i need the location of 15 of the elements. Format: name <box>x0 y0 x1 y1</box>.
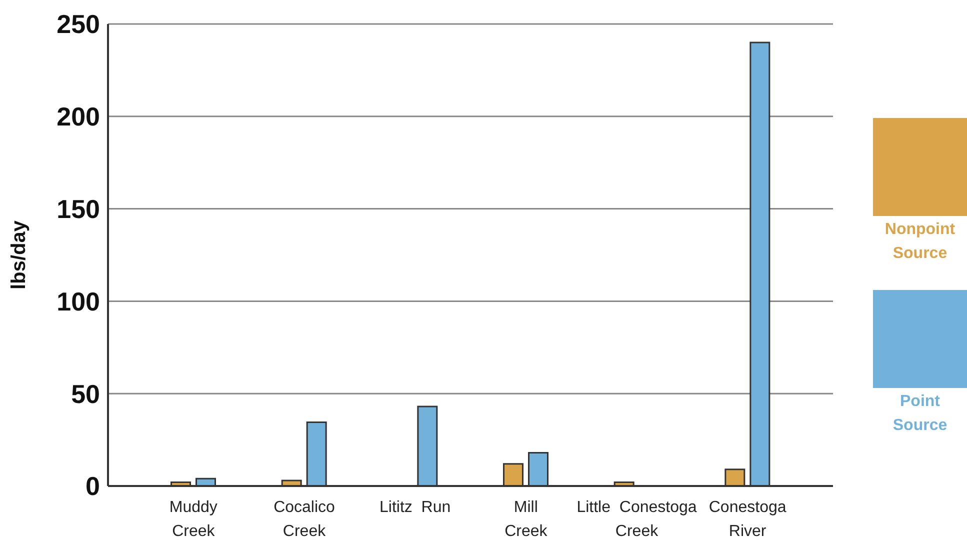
x-tick-label: Cocalico Creek <box>274 499 336 540</box>
x-tick-label: Lititz Run <box>380 499 451 516</box>
x-tick-label: Little Conestoga Creek <box>576 499 697 540</box>
y-tick-label: 100 <box>56 286 100 316</box>
y-axis-title: lbs/day <box>8 220 30 290</box>
text: Nonpoint Source <box>884 220 956 264</box>
y-tick-label: 250 <box>56 9 100 40</box>
x-tick-label: Mill Creek <box>504 499 548 540</box>
text: Point Source <box>892 392 948 436</box>
y-tick-label: 150 <box>56 194 100 224</box>
y-tick-label: 50 <box>71 378 100 409</box>
x-tick-label: Conestoga River <box>708 499 786 540</box>
y-tick-label: 200 <box>56 102 100 132</box>
y-tick-label: 0 <box>86 471 100 502</box>
x-tick-label: Muddy Creek <box>169 499 218 540</box>
